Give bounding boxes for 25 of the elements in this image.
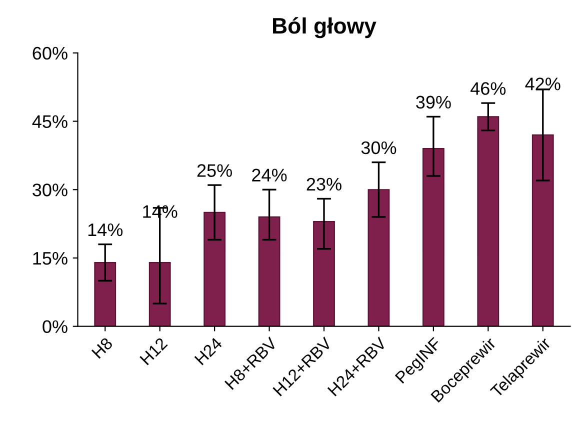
y-tick-label: 0% — [42, 320, 68, 334]
data-label: 14% — [88, 223, 123, 236]
data-label: 46% — [470, 82, 506, 95]
y-tick-label: 15% — [33, 252, 68, 265]
bar — [477, 116, 500, 326]
y-tick-label: 45% — [32, 115, 68, 128]
bar — [422, 148, 444, 326]
bar — [313, 220, 335, 326]
data-label: 30% — [361, 141, 396, 154]
data-label: 25% — [197, 164, 232, 177]
data-label: 24% — [252, 168, 287, 182]
bar — [148, 262, 171, 326]
y-tick-label: 60% — [32, 46, 68, 60]
data-label: 23% — [306, 178, 342, 191]
y-tick-label: 30% — [32, 184, 68, 196]
bar — [204, 212, 226, 326]
chart-title: Ból głowy — [273, 17, 376, 38]
x-tick-label: H12 — [140, 336, 168, 366]
bar — [532, 134, 554, 326]
x-tick-label: H8 — [91, 336, 114, 359]
data-label: 39% — [416, 96, 451, 109]
bar — [94, 262, 116, 326]
x-tick-label: H24 — [194, 336, 223, 366]
bar — [258, 216, 280, 326]
bar — [368, 189, 390, 326]
